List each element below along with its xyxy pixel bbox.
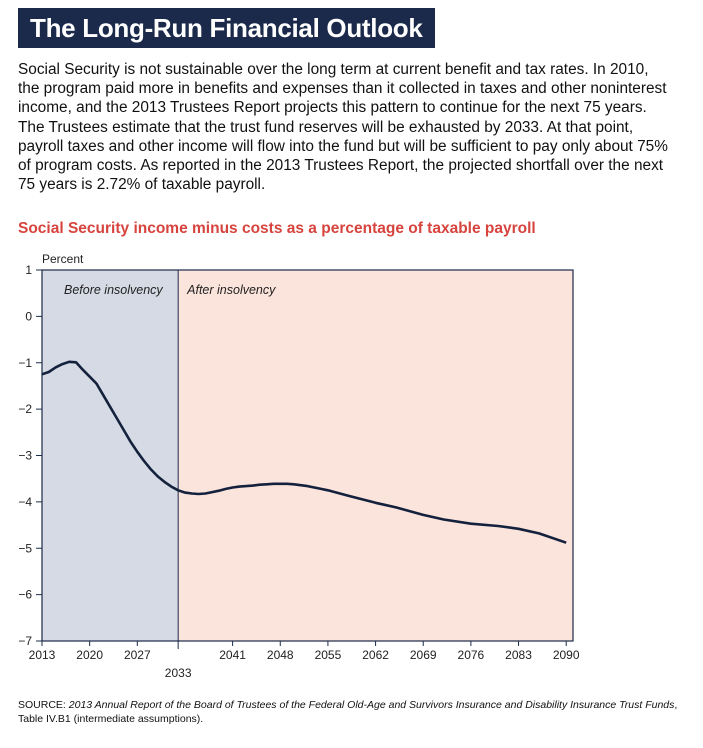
source-title: 2013 Annual Report of the Board of Trust… xyxy=(68,699,675,711)
y-tick-label: 1 xyxy=(25,263,32,277)
paragraph-line: the program paid more in benefits and ex… xyxy=(18,80,667,98)
page-title: The Long-Run Financial Outlook xyxy=(18,8,435,48)
source-label: SOURCE: xyxy=(18,699,66,711)
region-label: Before insolvency xyxy=(64,283,163,297)
paragraph-line: of program costs. As reported in the 201… xyxy=(18,157,664,175)
chart-title: Social Security income minus costs as a … xyxy=(18,220,536,237)
paragraph-line: payroll taxes and other income will flow… xyxy=(18,137,668,155)
x-tick-label: 2033 xyxy=(165,666,192,680)
x-tick-label: 2027 xyxy=(124,648,151,662)
y-tick-label: −5 xyxy=(18,541,32,555)
paragraph-line: Social Security is not sustainable over … xyxy=(18,61,649,78)
x-tick-label: 2076 xyxy=(458,648,485,662)
x-tick-label: 2062 xyxy=(362,648,389,662)
x-tick-label: 2069 xyxy=(410,648,437,662)
y-tick-label: −1 xyxy=(18,356,32,370)
source-note: SOURCE: 2013 Annual Report of the Board … xyxy=(18,698,688,726)
y-tick-label: −3 xyxy=(18,449,32,463)
region xyxy=(42,270,179,641)
y-tick-label: −4 xyxy=(18,495,32,509)
x-tick-label: 2048 xyxy=(267,648,294,662)
y-tick-label: −2 xyxy=(18,402,32,416)
y-tick-label: −7 xyxy=(18,634,32,648)
y-tick-label: 0 xyxy=(25,309,32,323)
x-tick-label: 2041 xyxy=(219,648,246,662)
x-tick-label: 2013 xyxy=(29,648,56,662)
region xyxy=(178,270,573,641)
x-tick-label: 2055 xyxy=(315,648,342,662)
paragraph: Social Security is not sustainable over … xyxy=(18,60,668,194)
region-label: After insolvency xyxy=(186,283,276,297)
paragraph-line: income, and the 2013 Trustees Report pro… xyxy=(18,99,647,117)
paragraph-line: 75 years is 2.72% of taxable payroll. xyxy=(18,176,266,194)
x-tick-label: 2020 xyxy=(76,648,103,662)
y-tick-label: −6 xyxy=(18,588,32,602)
source-rest: , Table IV.B1 (intermediate assumptions)… xyxy=(18,699,678,725)
y-axis-label: Percent xyxy=(42,252,84,266)
paragraph-line: The Trustees estimate that the trust fun… xyxy=(18,118,634,136)
chart: Before insolvency After insolvency Percent… xyxy=(18,252,580,680)
x-tick-label: 2083 xyxy=(505,648,532,662)
data-line xyxy=(41,360,567,544)
x-tick-label: 2090 xyxy=(553,648,580,662)
